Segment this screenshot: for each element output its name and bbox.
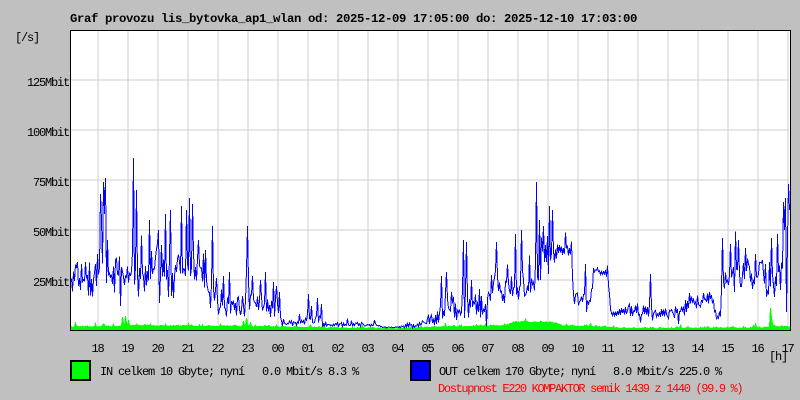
svg-text:00: 00 — [271, 342, 284, 356]
svg-text:75Mbit: 75Mbit — [33, 176, 69, 190]
svg-text:50Mbit: 50Mbit — [33, 226, 69, 240]
svg-text:04: 04 — [391, 342, 404, 356]
svg-text:10: 10 — [571, 342, 584, 356]
svg-text:05: 05 — [421, 342, 434, 356]
svg-text:09: 09 — [541, 342, 554, 356]
svg-text:15: 15 — [721, 342, 734, 356]
svg-text:22: 22 — [211, 342, 224, 356]
svg-text:13: 13 — [661, 342, 674, 356]
svg-text:12: 12 — [631, 342, 644, 356]
svg-text:20: 20 — [151, 342, 164, 356]
svg-text:125Mbit: 125Mbit — [27, 76, 69, 90]
svg-text:16: 16 — [751, 342, 764, 356]
svg-text:25Mbit: 25Mbit — [33, 276, 69, 290]
svg-text:08: 08 — [511, 342, 524, 356]
svg-text:11: 11 — [601, 342, 614, 356]
svg-text:01: 01 — [301, 342, 314, 356]
svg-text:IN celkem 10 Gbyte; nyní 0.0: IN celkem 10 Gbyte; nyní 0.0 Mbit/s 8.3 … — [100, 365, 360, 379]
svg-text:02: 02 — [331, 342, 344, 356]
svg-text:21: 21 — [181, 342, 194, 356]
svg-text:Graf provozu lis_bytovka_ap1_w: Graf provozu lis_bytovka_ap1_wlan od: 20… — [70, 12, 637, 26]
svg-text:[/s]: [/s] — [15, 31, 39, 45]
svg-text:23: 23 — [241, 342, 254, 356]
svg-text:03: 03 — [361, 342, 374, 356]
svg-text:OUT celkem 170 Gbyte; nyní 8: OUT celkem 170 Gbyte; nyní 8.0 Mbit/s 22… — [439, 365, 723, 379]
svg-text:18: 18 — [91, 342, 104, 356]
svg-text:14: 14 — [691, 342, 704, 356]
svg-text:100Mbit: 100Mbit — [27, 126, 69, 140]
svg-text:17: 17 — [781, 342, 794, 356]
svg-text:07: 07 — [481, 342, 494, 356]
svg-text:[h]: [h] — [769, 350, 787, 364]
svg-text:06: 06 — [451, 342, 464, 356]
svg-text:Dostupnost E220 KOMPAKTOR semi: Dostupnost E220 KOMPAKTOR semik 1439 z 1… — [438, 382, 742, 396]
svg-text:19: 19 — [121, 342, 134, 356]
